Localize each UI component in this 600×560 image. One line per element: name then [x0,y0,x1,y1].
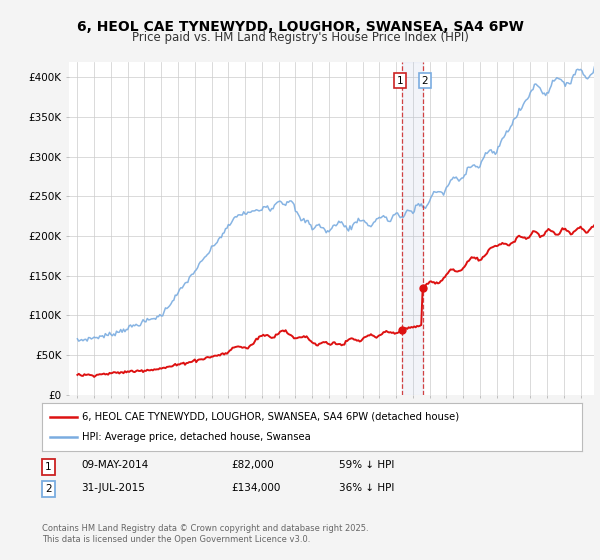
Text: 09-MAY-2014: 09-MAY-2014 [81,460,148,470]
Text: 1: 1 [45,462,52,472]
Text: 59% ↓ HPI: 59% ↓ HPI [339,460,394,470]
Text: 6, HEOL CAE TYNEWYDD, LOUGHOR, SWANSEA, SA4 6PW (detached house): 6, HEOL CAE TYNEWYDD, LOUGHOR, SWANSEA, … [83,412,460,422]
Text: 2: 2 [421,76,428,86]
Text: £134,000: £134,000 [231,483,280,493]
Text: 36% ↓ HPI: 36% ↓ HPI [339,483,394,493]
Bar [402,62,422,395]
Text: Contains HM Land Registry data © Crown copyright and database right 2025.
This d: Contains HM Land Registry data © Crown c… [42,524,368,544]
Text: 31-JUL-2015: 31-JUL-2015 [81,483,145,493]
Text: 2: 2 [45,484,52,494]
Text: £82,000: £82,000 [231,460,274,470]
Text: Price paid vs. HM Land Registry's House Price Index (HPI): Price paid vs. HM Land Registry's House … [131,31,469,44]
Text: HPI: Average price, detached house, Swansea: HPI: Average price, detached house, Swan… [83,432,311,442]
Text: 1: 1 [397,76,403,86]
Text: 6, HEOL CAE TYNEWYDD, LOUGHOR, SWANSEA, SA4 6PW: 6, HEOL CAE TYNEWYDD, LOUGHOR, SWANSEA, … [77,20,523,34]
